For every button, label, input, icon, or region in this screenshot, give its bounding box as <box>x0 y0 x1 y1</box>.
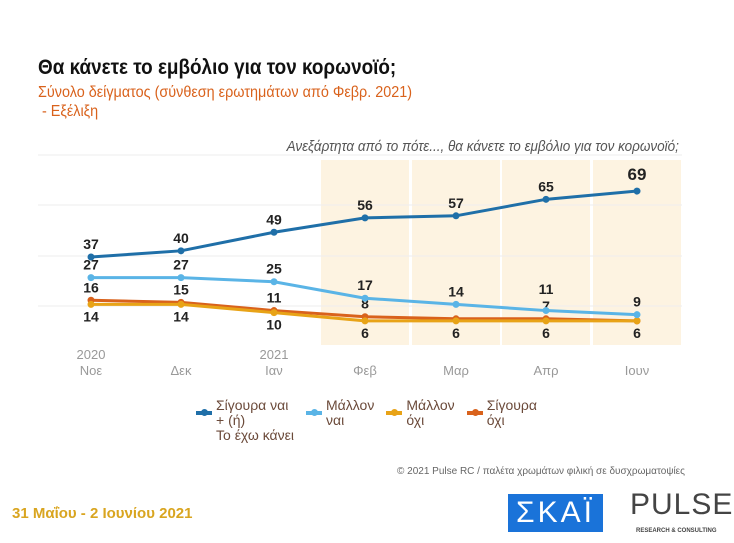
data-point <box>542 317 550 325</box>
x-tick-label: Ιουν <box>625 363 649 378</box>
legend-swatch <box>196 409 212 416</box>
data-label: 6 <box>633 325 641 341</box>
data-point <box>270 309 278 317</box>
legend-item: Μάλλον όχι <box>386 397 455 443</box>
data-label: 14 <box>173 308 189 324</box>
chart-subtitle: Σύνολο δείγματος (σύνθεση ερωτημάτων από… <box>38 84 413 101</box>
legend-label: Μάλλον ναι <box>326 397 375 428</box>
data-point <box>87 253 95 261</box>
chart-subtitle-2: - Εξέλιξη <box>38 103 99 120</box>
data-label: 69 <box>628 165 647 184</box>
data-label: 14 <box>448 283 464 299</box>
data-point <box>87 274 95 282</box>
data-point <box>542 195 550 203</box>
data-label: 40 <box>173 230 189 246</box>
data-point <box>270 278 278 286</box>
legend-swatch <box>466 409 483 416</box>
x-tick-label: Φεβ <box>353 363 377 378</box>
data-point <box>633 317 641 325</box>
legend-label: Σίγουρα όχι <box>486 397 537 428</box>
data-label: 6 <box>542 325 550 341</box>
x-tick-label: Δεκ <box>171 363 192 378</box>
data-label: 65 <box>538 178 554 194</box>
data-point <box>361 294 369 302</box>
highlight-band <box>412 160 500 345</box>
data-point <box>542 307 550 315</box>
chart-title: Θα κάνετε το εμβόλιο για τον κορωνοϊό; <box>38 56 397 79</box>
x-tick-label: Απρ <box>533 363 558 378</box>
data-label: 27 <box>173 257 189 273</box>
data-label: 10 <box>266 317 282 333</box>
data-label: 57 <box>448 195 464 211</box>
data-label: 16 <box>83 279 99 295</box>
data-label: 27 <box>83 257 99 273</box>
pulse-logo-sub: RESEARCH & CONSULTING <box>636 528 717 534</box>
skai-logo: ΣΚΑΪ <box>508 494 603 532</box>
x-tick-label: 2021 <box>260 347 289 362</box>
pulse-logo: PULSE <box>630 488 734 521</box>
question-text: Ανεξάρτητα από το πότε..., θα κάνετε το … <box>286 138 679 155</box>
data-label: 9 <box>633 294 641 310</box>
legend-label: Σίγουρα ναι + (ή) Το έχω κάνει <box>216 397 294 443</box>
data-label: 14 <box>83 308 99 324</box>
data-point <box>177 274 185 282</box>
data-label: 49 <box>266 211 282 227</box>
x-tick-label: 2020 <box>77 347 106 362</box>
data-point <box>633 187 641 195</box>
x-tick-label: Ιαν <box>265 363 283 378</box>
data-label: 11 <box>539 281 554 297</box>
survey-date: 31 Μαΐου - 2 Ιουνίου 2021 <box>12 505 193 522</box>
x-tick-label: Μαρ <box>443 363 469 378</box>
data-point <box>177 247 185 255</box>
legend-label: Μάλλον όχι <box>406 397 455 428</box>
data-point <box>361 214 369 222</box>
legend-item: Μάλλον ναι <box>306 398 374 443</box>
legend-swatch <box>306 409 322 416</box>
data-point <box>452 317 460 325</box>
legend: Σίγουρα ναι + (ή) Το έχω κάνει Μάλλον ναι Μάλ… <box>196 398 543 443</box>
data-point <box>452 212 460 220</box>
data-label: 56 <box>357 197 373 213</box>
legend-item: Σίγουρα όχι <box>466 397 537 443</box>
data-label: 15 <box>173 281 189 297</box>
data-label: 25 <box>266 261 282 277</box>
data-point <box>177 300 185 308</box>
data-point <box>270 228 278 236</box>
data-point <box>452 300 460 308</box>
data-label: 37 <box>83 236 99 252</box>
highlight-band <box>502 160 590 345</box>
data-point <box>87 300 95 308</box>
copyright: © 2021 Pulse RC / παλέτα χρωμάτων φιλική… <box>397 466 685 477</box>
data-label: 8 <box>361 296 369 312</box>
data-point <box>633 311 641 319</box>
data-label: 11 <box>267 290 282 306</box>
data-point <box>361 317 369 325</box>
data-label: 17 <box>357 277 373 293</box>
legend-item: Σίγουρα ναι + (ή) Το έχω κάνει <box>196 398 294 443</box>
x-tick-label: Νοε <box>80 363 103 378</box>
data-label: 6 <box>361 325 369 341</box>
data-label: 7 <box>542 298 550 314</box>
legend-swatch <box>386 409 403 416</box>
data-label: 6 <box>452 325 460 341</box>
